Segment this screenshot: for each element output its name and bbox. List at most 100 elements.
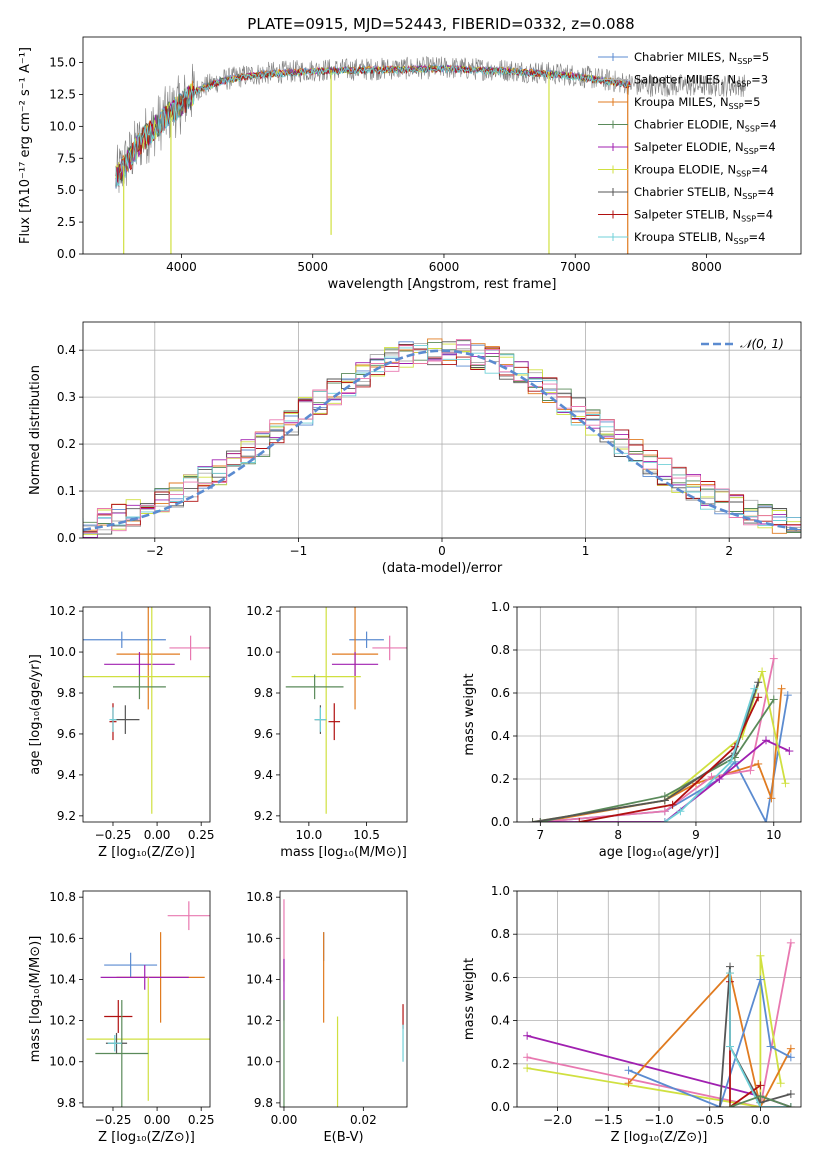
legend-label: Salpeter ELODIE, NSSP=4: [634, 140, 776, 156]
y-tick-label: 10.8: [246, 890, 273, 904]
y-tick-label: 0.2: [491, 1057, 510, 1071]
y-axis-label: mass weight: [462, 958, 477, 1040]
legend-value: =5: [752, 50, 769, 64]
y-tick-label: 0.8: [491, 643, 510, 657]
x-tick-label: 0.00: [144, 1113, 171, 1127]
weight-lines: [523, 938, 795, 1107]
age-vs-Z-plot: −0.25 0.00 0.25 9.2 9.4 9.6 9.8 10.0 10.2 Z [log₁…: [28, 604, 215, 860]
y-tick-label: 9.8: [57, 686, 76, 700]
y-tick-label: 10.2: [49, 1014, 76, 1028]
mass-vs-Z-plot: −0.25 0.00 0.25 9.8 10.0 10.2 10.4 10.6 10.8 Z [l…: [28, 890, 215, 1145]
axes-frame: [82, 36, 802, 255]
histogram-steps: [83, 338, 801, 538]
x-axis-label: (data-model)/error: [382, 561, 503, 576]
x-tick-label: −0.5: [695, 1113, 724, 1127]
x-tick-label: 0.0: [751, 1113, 770, 1127]
spectrum-legend: Chabrier MILES, NSSP=5 Salpeter MILES, NS…: [598, 50, 777, 246]
x-tick-label: 0.02: [350, 1113, 377, 1127]
y-tick-label: 9.8: [57, 1096, 76, 1110]
axes-frame: [82, 606, 211, 823]
weight-series-line: [627, 971, 792, 1107]
weight-series-line: [729, 973, 791, 1107]
x-axis-label: Z [log₁₀(Z/Z⊙)]: [98, 1130, 195, 1145]
legend-label: Salpeter STELIB, NSSP=4: [634, 208, 773, 224]
y-tick-label: 10.4: [246, 972, 273, 986]
y-tick-label: 10.0: [49, 119, 76, 133]
y-axis-label: age [log₁₀(age/yr)]: [28, 654, 43, 775]
y-axis-label: mass weight: [462, 673, 477, 755]
weight-series-line: [526, 942, 792, 1107]
y-tick-label: 0.4: [57, 343, 76, 357]
legend-subscript: SSP: [742, 192, 757, 201]
y-tick-label: 15.0: [49, 56, 76, 70]
legend-gaussian-label: 𝒩(0, 1): [740, 337, 784, 351]
x-tick-label: 1: [582, 544, 590, 558]
x-axis-label: Z [log₁₀(Z/Z⊙)]: [98, 845, 195, 860]
y-tick-label: 10.2: [246, 1014, 273, 1028]
y-tick-label: 5.0: [57, 183, 76, 197]
y-tick-label: 0.6: [491, 686, 510, 700]
weight-vs-Z-plot: −2.0 −1.5 −1.0 −0.5 0.0 0.0 0.2 0.4 0.6 0.8 1.0 Z […: [462, 884, 802, 1145]
y-tick-label: 9.6: [57, 727, 76, 741]
spectrum-plot: 4000 5000 6000 7000 8000 0.0 2.5 5.0 7.5 10.0 12.5…: [18, 36, 802, 292]
weight-vs-age-plot: 7 8 9 10 0.0 0.2 0.4 0.6 0.8 1.0 age [log₁₀(age/yr…: [462, 600, 802, 860]
legend-value: =4: [757, 185, 774, 199]
axes-background: [280, 607, 407, 822]
x-axis-label: age [log₁₀(age/yr)]: [599, 845, 720, 860]
y-tick-label: 0.0: [491, 1100, 510, 1114]
axes-background: [280, 891, 407, 1107]
mass-vs-ebv-plot: 0.00 0.02 9.8 10.0 10.2 10.4 10.6 10.8 E(B-V): [246, 890, 408, 1145]
y-tick-label: 9.4: [57, 768, 76, 782]
errorbars: [83, 607, 210, 814]
legend-subscript: SSP: [734, 237, 749, 246]
x-tick-label: 10.5: [353, 828, 380, 842]
y-tick-label: 12.5: [49, 87, 76, 101]
y-tick-label: 9.6: [254, 727, 273, 741]
x-tick-label: −2.0: [543, 1113, 572, 1127]
y-tick-label: 10.8: [49, 890, 76, 904]
y-tick-label: 0.8: [491, 927, 510, 941]
x-tick-label: −1.5: [594, 1113, 623, 1127]
x-tick-label: −0.25: [95, 1113, 132, 1127]
legend-value: =4: [756, 208, 773, 222]
y-tick-label: 1.0: [491, 884, 510, 898]
y-tick-label: 0.4: [491, 1014, 510, 1028]
y-axis-label: Normed distribution: [28, 365, 43, 495]
legend-subscript: SSP: [729, 102, 744, 111]
gaussian-curve: [83, 349, 801, 532]
weight-series-line: [532, 682, 760, 822]
y-tick-label: 10.2: [49, 604, 76, 618]
x-tick-label: 0: [438, 544, 446, 558]
y-tick-label: 10.0: [49, 1055, 76, 1069]
legend-label: Kroupa ELODIE, NSSP=4: [634, 163, 768, 179]
y-tick-label: 10.6: [49, 931, 76, 945]
y-tick-label: 9.8: [254, 686, 273, 700]
errorbars: [86, 901, 210, 1107]
y-tick-label: 9.8: [254, 1096, 273, 1110]
y-tick-label: 0.6: [491, 970, 510, 984]
x-tick-label: 10: [766, 828, 781, 842]
weight-series-line: [526, 955, 782, 1107]
axes-background: [83, 37, 801, 254]
y-tick-label: 0.2: [57, 437, 76, 451]
errorbars: [283, 899, 404, 1107]
x-axis-label: wavelength [Angstrom, rest frame]: [328, 277, 557, 292]
y-tick-label: 10.2: [246, 604, 273, 618]
x-axis-label: E(B-V): [323, 1130, 363, 1145]
x-tick-label: −1: [290, 544, 308, 558]
axes-background: [83, 607, 210, 822]
axes-frame: [82, 890, 211, 1108]
weight-series-line: [579, 696, 760, 822]
legend-value: =4: [760, 118, 777, 132]
x-tick-label: 5000: [297, 260, 328, 274]
axes-frame: [516, 606, 802, 823]
x-tick-label: 0.00: [271, 1113, 298, 1127]
y-tick-label: 0.3: [57, 390, 76, 404]
legend-label: Salpeter MILES, NSSP=3: [634, 73, 768, 89]
histogram-series: [83, 338, 801, 534]
spectrum-model-line: [115, 64, 631, 187]
x-tick-label: −1.0: [644, 1113, 673, 1127]
legend-label: Kroupa STELIB, NSSP=4: [634, 230, 765, 246]
legend-value: =4: [749, 230, 766, 244]
